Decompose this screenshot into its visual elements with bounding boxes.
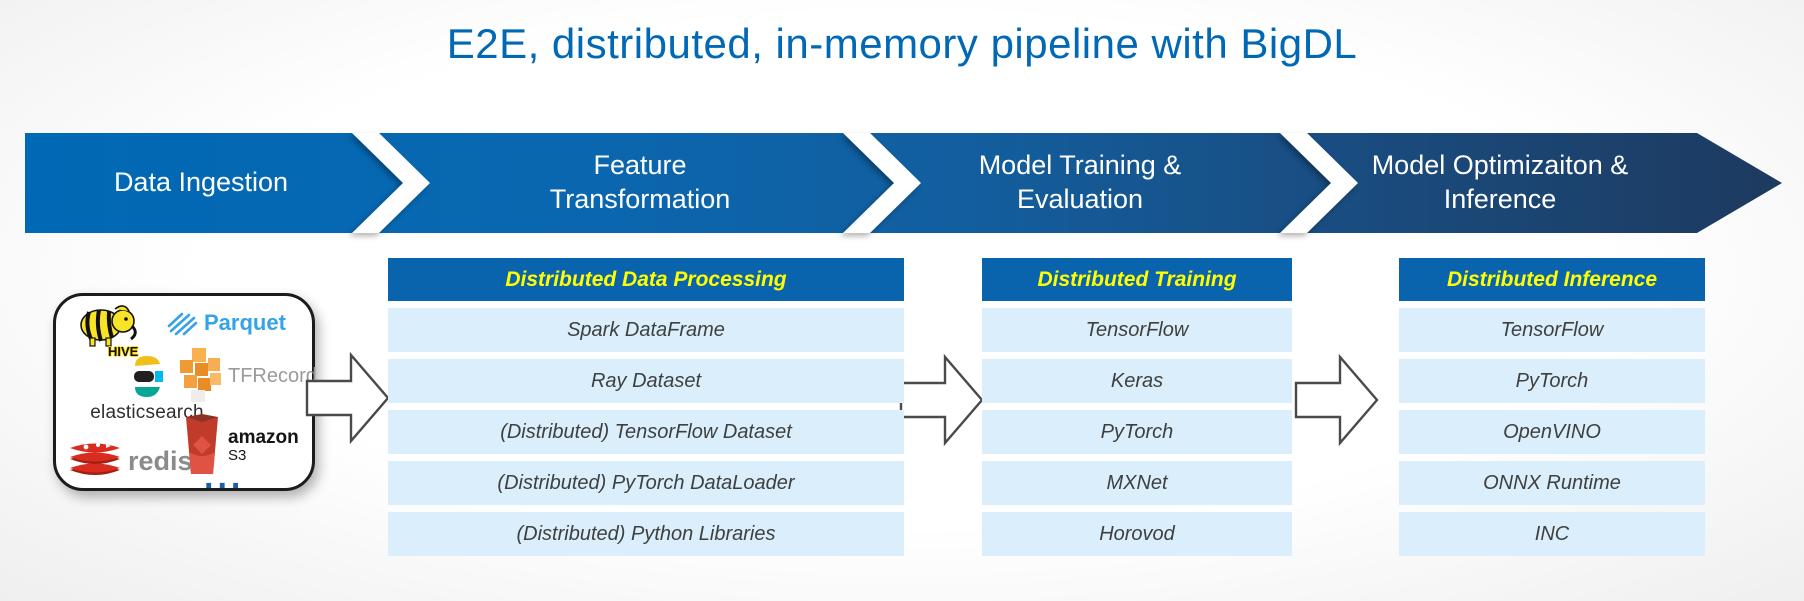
data-sources-box: HIVE Parquet elasticsearch [53, 293, 317, 496]
amazon-label: amazon [228, 427, 299, 449]
table-row: TensorFlow [982, 308, 1292, 352]
table-row: Horovod [982, 512, 1292, 556]
table-row: (Distributed) Python Libraries [388, 512, 904, 556]
chevron-separator-icon [352, 133, 430, 233]
redis-label: redis [128, 445, 193, 476]
flow-arrow-icon [1294, 353, 1379, 447]
s3-label: S3 [228, 447, 247, 465]
table-row: ONNX Runtime [1399, 461, 1705, 505]
amazon-s3-icon [186, 414, 218, 474]
pipeline-banner: Data Ingestion Feature Transformation Mo… [25, 133, 1782, 233]
table-row: Spark DataFrame [388, 308, 904, 352]
parquet-label: Parquet [204, 310, 286, 335]
amazon-s3-logo: amazon S3 [182, 414, 299, 478]
table-header: Distributed Data Processing [388, 258, 904, 301]
table-row: Keras [982, 359, 1292, 403]
table-distributed-inference: Distributed Inference TensorFlow PyTorch… [1399, 258, 1705, 556]
flow-arrow-icon [305, 351, 390, 445]
stage-data-ingestion: Data Ingestion [113, 167, 289, 198]
tfrecord-label: TFRecord [228, 364, 317, 387]
hive-logo: HIVE [76, 302, 142, 359]
chevron-separator-icon [1280, 133, 1358, 233]
table-row: TensorFlow [1399, 308, 1705, 352]
stage-model-optimization-inference: Model Optimizaiton & Inference [1371, 150, 1629, 214]
table-row: PyTorch [982, 410, 1292, 454]
stage-feature-transformation: Feature Transformation [549, 150, 731, 214]
parquet-logo: Parquet [166, 310, 286, 336]
table-distributed-data-processing: Distributed Data Processing Spark DataFr… [388, 258, 904, 556]
stage-model-training-evaluation: Model Training & Evaluation [978, 150, 1182, 214]
flow-arrow-icon [899, 353, 984, 447]
hive-icon [80, 305, 137, 347]
table-row: PyTorch [1399, 359, 1705, 403]
elasticsearch-icon [134, 356, 163, 397]
parquet-icon [167, 312, 198, 336]
table-row: MXNet [982, 461, 1292, 505]
table-row: OpenVINO [1399, 410, 1705, 454]
table-row: (Distributed) PyTorch DataLoader [388, 461, 904, 505]
table-distributed-training: Distributed Training TensorFlow Keras Py… [982, 258, 1292, 556]
more-sources-ellipsis: ... [204, 458, 245, 496]
page-title: E2E, distributed, in-memory pipeline wit… [446, 20, 1358, 67]
table-header: Distributed Inference [1399, 258, 1705, 301]
table-header: Distributed Training [982, 258, 1292, 301]
hive-label: HIVE [108, 344, 139, 359]
redis-icon [70, 443, 120, 475]
table-row: Ray Dataset [388, 359, 904, 403]
tfrecord-logo: TFRecord [178, 346, 317, 406]
elasticsearch-logo: elasticsearch [64, 354, 230, 424]
tfrecord-icon [180, 348, 221, 402]
table-row: (Distributed) TensorFlow Dataset [388, 410, 904, 454]
redis-logo: redis [68, 440, 193, 482]
elasticsearch-label: elasticsearch [90, 402, 204, 423]
table-row: INC [1399, 512, 1705, 556]
chevron-separator-icon [843, 133, 921, 233]
